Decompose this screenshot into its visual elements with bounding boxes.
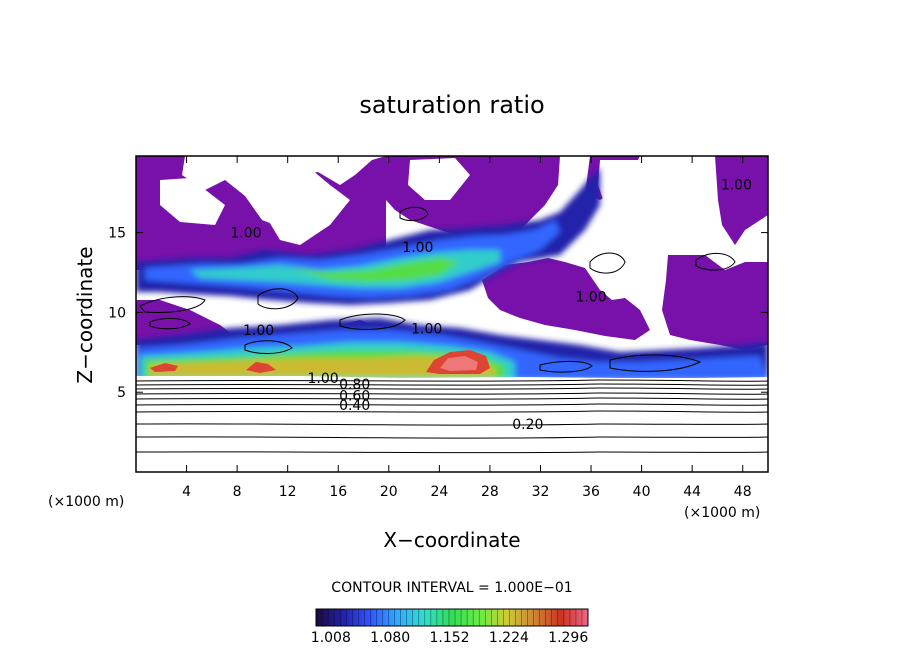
contour-line <box>339 313 406 330</box>
y-tick-label: 15 <box>108 226 126 242</box>
contour-label: 1.00 <box>575 289 606 305</box>
colorbar: 1.008 1.080 1.152 1.224 1.296 <box>311 608 589 646</box>
contour-labels: 0.200.400.600.801.001.00 1.001.001.001.00… <box>230 178 752 433</box>
x-axis: 4 8 12 16 20 24 28 32 36 40 44 48 <box>182 156 752 500</box>
x-tick-label: 8 <box>233 484 242 500</box>
contour-line <box>136 379 768 382</box>
y-tick-label: 5 <box>117 385 126 401</box>
clear-gap-c <box>408 158 470 200</box>
contour-line <box>139 296 206 313</box>
x-tick-label: 48 <box>734 484 752 500</box>
region-upper-right-b <box>715 156 768 245</box>
contour-line <box>136 403 768 406</box>
contour-line <box>149 317 191 330</box>
y-axis-unit: (×1000 m) <box>48 494 124 510</box>
contour-line <box>539 360 593 373</box>
y-axis-label: Z−coordinate <box>73 246 97 383</box>
colorbar-tick-label: 1.152 <box>429 630 469 646</box>
contour-line <box>136 410 768 413</box>
clear-gap-b <box>255 160 350 245</box>
contour-line <box>695 253 736 271</box>
x-tick-label: 36 <box>582 484 600 500</box>
colorbar-tick-labels: 1.008 1.080 1.152 1.224 1.296 <box>311 630 589 646</box>
x-tick-label: 24 <box>430 484 448 500</box>
contour-label: 1.00 <box>307 371 338 387</box>
contour-label: 0.60 <box>339 388 370 404</box>
x-tick-label: 12 <box>279 484 297 500</box>
contour-line <box>589 252 626 274</box>
contour-label: 1.00 <box>411 321 442 337</box>
y-tick-label: 10 <box>108 305 126 321</box>
colorbar-tick-label: 1.296 <box>548 630 588 646</box>
contour-line <box>136 436 768 439</box>
colorbar-stripes <box>315 609 589 626</box>
clear-gap-a <box>160 178 225 225</box>
contour-interval-label: CONTOUR INTERVAL = 1.000E−01 <box>331 580 572 596</box>
contour-line <box>609 354 702 372</box>
contour-line <box>136 451 768 454</box>
plot-area: 0.200.400.600.801.001.00 1.001.001.001.00… <box>136 156 768 472</box>
colorbar-tick-label: 1.080 <box>370 630 410 646</box>
band-upper-cyan <box>190 250 500 288</box>
plot-frame <box>135 155 769 473</box>
contour-lines <box>136 206 768 454</box>
colorbar-gradient <box>315 608 589 627</box>
contour-line <box>136 397 768 400</box>
contour-line <box>136 423 768 426</box>
contour-line <box>399 206 429 222</box>
contour-line <box>136 387 768 390</box>
contour-label: 1.00 <box>230 226 261 242</box>
x-tick-label: 16 <box>329 484 347 500</box>
dry-layer <box>136 376 768 472</box>
contour-line <box>136 383 768 386</box>
band-upper-green <box>290 258 460 282</box>
peak-left-a <box>246 362 276 373</box>
contour-label: 0.40 <box>339 398 370 414</box>
chart-title: saturation ratio <box>359 91 544 119</box>
x-tick-label: 32 <box>532 484 550 500</box>
x-axis-unit: (×1000 m) <box>684 505 760 521</box>
contour-label: 1.00 <box>243 323 274 339</box>
peak-left-b <box>150 363 178 372</box>
y-axis: 5 10 15 <box>108 226 768 401</box>
band-lower-olive <box>150 356 495 376</box>
contour-line <box>257 288 299 310</box>
region-right-column <box>662 255 768 350</box>
colorbar-tick-label: 1.008 <box>311 630 351 646</box>
contour-label: 0.80 <box>339 377 370 393</box>
contour-label: 0.20 <box>512 417 543 433</box>
contour-label: 1.00 <box>721 178 752 194</box>
x-tick-label: 4 <box>182 484 191 500</box>
x-axis-label: X−coordinate <box>383 528 520 552</box>
x-tick-label: 40 <box>633 484 651 500</box>
peak-main-core <box>440 356 478 371</box>
contour-line <box>244 340 293 354</box>
colorbar-tick-label: 1.224 <box>489 630 529 646</box>
clear-gap-d <box>598 160 708 240</box>
x-tick-label: 20 <box>380 484 398 500</box>
contour-line <box>136 392 768 395</box>
x-tick-label: 44 <box>683 484 701 500</box>
region-middle-right <box>482 258 650 340</box>
x-tick-label: 28 <box>481 484 499 500</box>
contour-label: 1.00 <box>402 240 433 256</box>
